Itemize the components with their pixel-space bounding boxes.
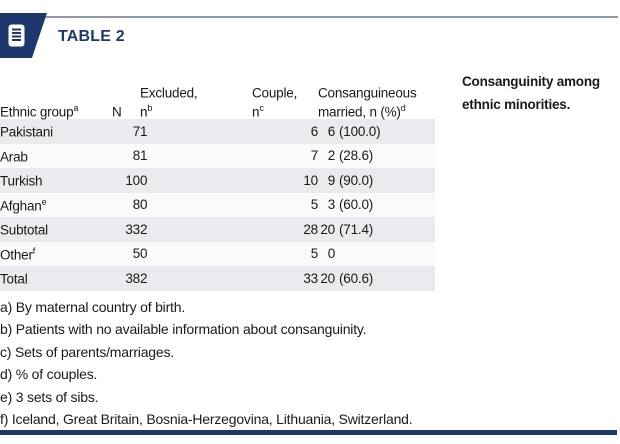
footnotes-block: a) By maternal country of birth. b) Pati… [0,296,470,430]
table-row-total: Total 38 2 33 20 (60.6) [0,266,435,291]
cell-couple: 10 [303,172,318,188]
cell-consanguineous: 6 (100.0) [327,123,381,139]
cell-consanguineous: 20 (71.4) [320,221,374,237]
cell-ethnic-group: Pakistani [0,124,53,140]
cell-consanguineous: 9 (90.0) [327,172,374,188]
bottom-divider-rule [0,430,617,435]
table-row-arab: Arab 8 1 7 2 (28.6) [0,143,435,168]
col-header-consanguineous: Consanguineous married, n (%)d [318,85,417,120]
footnote-a: a) By maternal country of birth. [0,299,186,315]
table-title: TABLE 2 [58,28,125,45]
table-row-pakistani: Pakistani 7 1 6 6 (100.0) [0,119,435,144]
col-header-n: N [112,104,122,119]
footnote-c: c) Sets of parents/marriages. [0,343,174,360]
top-divider-rule [45,16,618,18]
table-header-row: Ethnic groupa N Excluded, nb Couple, nc … [0,76,435,120]
cell-ethnic-group: Afghane [0,196,47,214]
cell-excluded: 2 [140,221,148,237]
col-header-ethnic-group: Ethnic groupa [0,102,79,120]
cell-ethnic-group: Otherf [0,245,36,263]
footnote-d: d) % of couples. [0,366,98,383]
col-header-excluded: Excluded, nb [140,85,198,120]
cell-consanguineous: 20 (60.6) [320,270,374,286]
col-header-couple: Couple, nc [252,85,298,120]
cell-n: 8 [132,148,141,164]
cell-excluded: 0 [140,197,148,213]
cell-excluded: 1 [140,123,148,139]
cell-excluded: 0 [140,172,148,188]
cell-excluded: 2 [140,270,148,286]
cell-excluded: 0 [140,246,148,262]
cell-n: 38 [125,270,140,286]
table-row-afghan: Afghane 8 0 5 3 (60.0) [0,192,435,217]
cell-n: 5 [132,246,141,262]
cell-ethnic-group: Subtotal [0,222,48,238]
figure-caption: Consanguinity among ethnic minorities. [462,74,600,112]
cell-couple: 6 [310,123,319,139]
cell-ethnic-group: Arab [0,149,28,164]
cell-couple: 7 [310,148,319,164]
cell-n: 33 [125,221,140,237]
cell-consanguineous: 2 (28.6) [327,148,374,164]
cell-n: 10 [125,172,140,188]
footnote-e: e) 3 sets of sibs. [0,388,99,405]
cell-couple: 5 [310,246,319,262]
cell-consanguineous: 3 (60.0) [327,197,374,213]
table-row-subtotal: Subtotal 33 2 28 20 (71.4) [0,217,435,242]
table-row-turkish: Turkish 10 0 10 9 (90.0) [0,168,435,193]
table-row-other: Otherf 5 0 5 0 [0,241,435,266]
table-badge [0,13,47,58]
footnote-f: f) Iceland, Great Britain, Bosnia-Herzeg… [0,411,413,428]
cell-n: 7 [132,123,141,139]
cell-n: 8 [132,197,141,213]
cell-couple: 5 [310,197,319,213]
cell-couple: 33 [303,270,318,286]
cell-ethnic-group: Total [0,271,28,287]
footnote-b: b) Patients with no available informatio… [0,321,367,338]
consanguinity-table: Ethnic groupa N Excluded, nb Couple, nc … [0,76,435,291]
cell-consanguineous: 0 [327,246,336,262]
cell-couple: 28 [303,221,318,237]
cell-ethnic-group: Turkish [0,173,43,189]
cell-excluded: 1 [140,148,148,164]
